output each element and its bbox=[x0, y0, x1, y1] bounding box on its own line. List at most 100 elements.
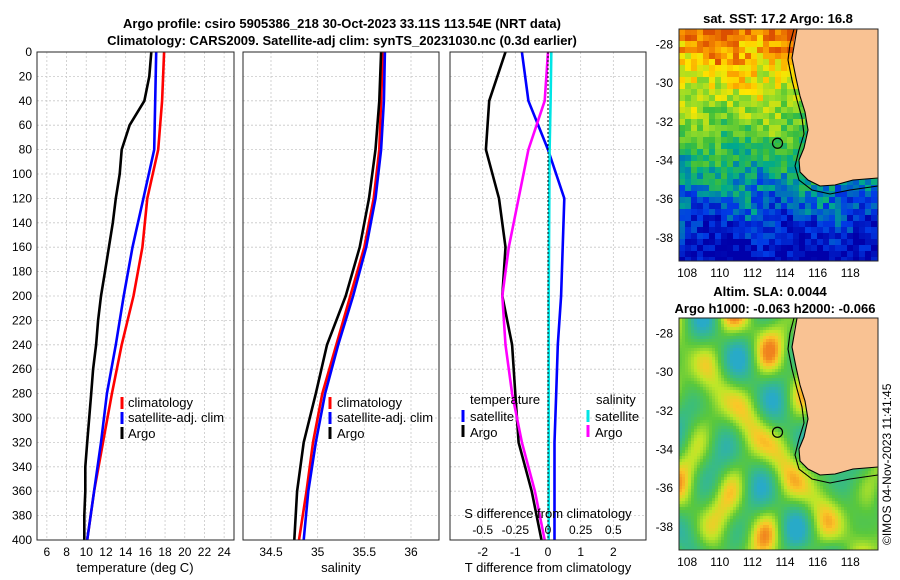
map-cell bbox=[775, 351, 779, 355]
map-cell bbox=[733, 453, 737, 457]
map-cell bbox=[718, 375, 722, 379]
map-cell bbox=[751, 155, 758, 162]
map-cell bbox=[727, 71, 734, 78]
map-cell bbox=[715, 420, 719, 424]
map-cell bbox=[742, 417, 746, 421]
map-cell bbox=[697, 53, 704, 60]
map-cell bbox=[682, 336, 686, 340]
map-cell bbox=[685, 372, 689, 376]
map-cell bbox=[760, 435, 764, 439]
map-cell bbox=[781, 233, 788, 240]
map-cell bbox=[787, 372, 791, 376]
map-cell bbox=[754, 399, 758, 403]
map-cell bbox=[703, 360, 707, 364]
map-cell bbox=[697, 369, 701, 373]
map-cell bbox=[748, 444, 752, 448]
x-tick-label: 22 bbox=[198, 545, 212, 559]
map-cell bbox=[694, 384, 698, 388]
map-cell bbox=[796, 399, 800, 403]
map-cell bbox=[757, 354, 761, 358]
map-cell bbox=[733, 149, 740, 156]
map-cell bbox=[772, 468, 776, 472]
map-cell bbox=[721, 113, 728, 120]
map-cell bbox=[691, 59, 698, 66]
map-cell bbox=[745, 191, 752, 198]
map-cell bbox=[769, 426, 773, 430]
map-cell bbox=[754, 330, 758, 334]
map-cell bbox=[757, 417, 761, 421]
map-cell bbox=[769, 167, 776, 174]
map-cell bbox=[775, 65, 782, 72]
map-cell bbox=[751, 450, 755, 454]
map-cell bbox=[787, 447, 791, 451]
map-cell bbox=[757, 83, 764, 90]
map-cell bbox=[715, 357, 719, 361]
map-cell bbox=[736, 345, 740, 349]
map-cell bbox=[703, 372, 707, 376]
map-cell bbox=[778, 330, 782, 334]
map-cell bbox=[727, 179, 734, 186]
map-cell bbox=[727, 471, 731, 475]
map-cell bbox=[691, 35, 698, 42]
map-cell bbox=[757, 435, 761, 439]
map-cell bbox=[763, 342, 767, 346]
map-cell bbox=[679, 384, 683, 388]
map-cell bbox=[796, 384, 800, 388]
map-cell bbox=[730, 381, 734, 385]
map-cell bbox=[751, 369, 755, 373]
map-cell bbox=[703, 119, 710, 126]
map-cell bbox=[718, 447, 722, 451]
map-cell bbox=[760, 444, 764, 448]
map-cell bbox=[760, 324, 764, 328]
map-cell bbox=[808, 471, 812, 475]
map-cell bbox=[784, 456, 788, 460]
map-cell bbox=[703, 348, 707, 352]
map-cell bbox=[685, 423, 689, 427]
map-cell bbox=[703, 71, 710, 78]
map-cell bbox=[796, 429, 800, 433]
map-cell bbox=[727, 173, 734, 180]
map-cell bbox=[679, 83, 686, 90]
map-cell bbox=[775, 197, 782, 204]
map-cell bbox=[727, 423, 731, 427]
map-cell bbox=[709, 41, 716, 48]
map-cell bbox=[751, 441, 755, 445]
map-cell bbox=[721, 89, 728, 96]
map-cell bbox=[787, 185, 794, 192]
map-cell bbox=[715, 155, 722, 162]
map-cell bbox=[688, 423, 692, 427]
map-cell bbox=[733, 167, 740, 174]
map-cell bbox=[787, 35, 794, 42]
map-cell bbox=[778, 420, 782, 424]
map-cell bbox=[751, 167, 758, 174]
y-tick-label: 320 bbox=[12, 435, 32, 449]
map-cell bbox=[715, 414, 719, 418]
map-cell bbox=[763, 438, 767, 442]
map-cell bbox=[718, 396, 722, 400]
map-cell bbox=[745, 336, 749, 340]
map-cell bbox=[709, 107, 716, 114]
map-cell bbox=[742, 360, 746, 364]
map-cell bbox=[739, 444, 743, 448]
map-cell bbox=[679, 351, 683, 355]
map-cell bbox=[730, 327, 734, 331]
map-cell bbox=[775, 327, 779, 331]
map-cell bbox=[721, 53, 728, 60]
map-cell bbox=[787, 321, 791, 325]
series-line-climatology bbox=[85, 52, 166, 540]
map-cell bbox=[763, 387, 767, 391]
map-cell bbox=[691, 402, 695, 406]
map-cell bbox=[712, 339, 716, 343]
map-cell bbox=[754, 438, 758, 442]
map-cell bbox=[718, 318, 722, 322]
map-cell bbox=[745, 450, 749, 454]
map-cell bbox=[784, 381, 788, 385]
map-cell bbox=[685, 447, 689, 451]
map-cell bbox=[784, 402, 788, 406]
map-cell bbox=[784, 441, 788, 445]
map-cell bbox=[781, 173, 788, 180]
map-cell bbox=[787, 408, 791, 412]
map-cell bbox=[766, 429, 770, 433]
map-cell bbox=[766, 321, 770, 325]
map-cell bbox=[727, 435, 731, 439]
